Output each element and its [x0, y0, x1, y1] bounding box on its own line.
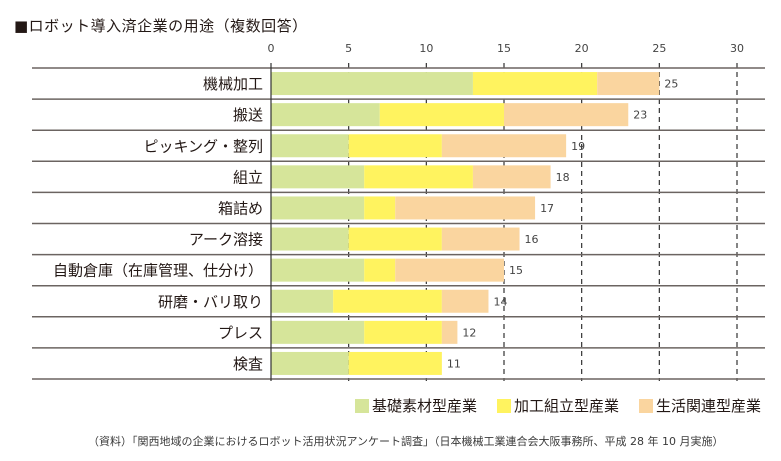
legend-item: 基礎素材型産業	[355, 395, 477, 416]
total-label: 15	[509, 264, 523, 277]
category-label: 機械加工	[203, 75, 263, 93]
legend-swatch	[497, 398, 512, 413]
bar-segment	[379, 103, 504, 127]
bar-segment	[472, 165, 551, 189]
category-label: 研磨・バリ取り	[158, 293, 263, 311]
total-label: 16	[525, 233, 539, 246]
bar-segment	[395, 196, 536, 220]
bar-segment	[441, 320, 458, 344]
bar-segment	[348, 351, 442, 375]
bar-segment	[441, 134, 567, 158]
bar-segment	[271, 103, 380, 127]
legend-label: 加工組立型産業	[514, 397, 620, 415]
bar-segment	[348, 134, 442, 158]
bar-segment	[441, 289, 489, 313]
bar-segment	[597, 72, 660, 96]
legend-label: 生活関連型産業	[656, 397, 762, 415]
total-label: 25	[664, 78, 678, 91]
legend-label: 基礎素材型産業	[372, 397, 478, 415]
bar-segment	[271, 289, 334, 313]
category-label: 搬送	[233, 106, 263, 124]
total-label: 14	[493, 295, 507, 308]
chart-title: ■ロボット導入済企業の用途（複数回答）	[14, 17, 308, 35]
category-label: プレス	[218, 324, 263, 342]
category-label: 自動倉庫（在庫管理、仕分け）	[53, 262, 263, 280]
legend-swatch	[355, 398, 369, 413]
total-label: 23	[633, 109, 647, 122]
total-label: 17	[540, 202, 554, 215]
bar-segment	[271, 196, 365, 220]
x-tick-label: 20	[575, 42, 589, 55]
category-label: 組立	[233, 168, 263, 186]
bar-segment	[271, 351, 349, 375]
bar-segment	[441, 227, 520, 251]
bar-segment	[271, 320, 365, 344]
category-label: アーク溶接	[189, 231, 263, 249]
bar-segment	[364, 258, 396, 282]
bar-segment	[364, 320, 442, 344]
source-note: （資料）「関西地域の企業におけるロボット活用状況アンケート調査」（日本機械工業連…	[88, 435, 724, 448]
x-tick-label: 30	[730, 42, 744, 55]
bar-segment	[271, 165, 365, 189]
bar-segment	[271, 134, 349, 158]
total-label: 18	[556, 171, 570, 184]
bar-segment	[395, 258, 504, 282]
category-label: 検査	[233, 355, 263, 373]
bar-segment	[333, 289, 442, 313]
legend-item: 加工組立型産業	[497, 395, 619, 416]
x-tick-label: 5	[345, 42, 352, 55]
bar-segment	[271, 258, 365, 282]
bar-segment	[364, 196, 396, 220]
bar-segment	[271, 227, 349, 251]
category-label: 箱詰め	[218, 199, 263, 217]
x-tick-label: 15	[497, 42, 511, 55]
x-tick-label: 10	[419, 42, 433, 55]
x-tick-label: 25	[652, 42, 666, 55]
x-tick-label: 0	[268, 42, 275, 55]
total-label: 19	[571, 140, 585, 153]
legend-swatch	[639, 398, 654, 413]
category-label: ピッキング・整列	[143, 137, 263, 155]
total-label: 12	[462, 326, 476, 339]
total-label: 11	[447, 357, 461, 370]
bar-segment	[472, 72, 598, 96]
bar-segment	[271, 72, 473, 96]
bar-segment	[348, 227, 442, 251]
legend-item: 生活関連型産業	[639, 395, 761, 416]
legend: 基礎素材型産業 加工組立型産業 生活関連型産業	[355, 395, 761, 416]
bar-segment	[364, 165, 473, 189]
bar-segment	[504, 103, 629, 127]
